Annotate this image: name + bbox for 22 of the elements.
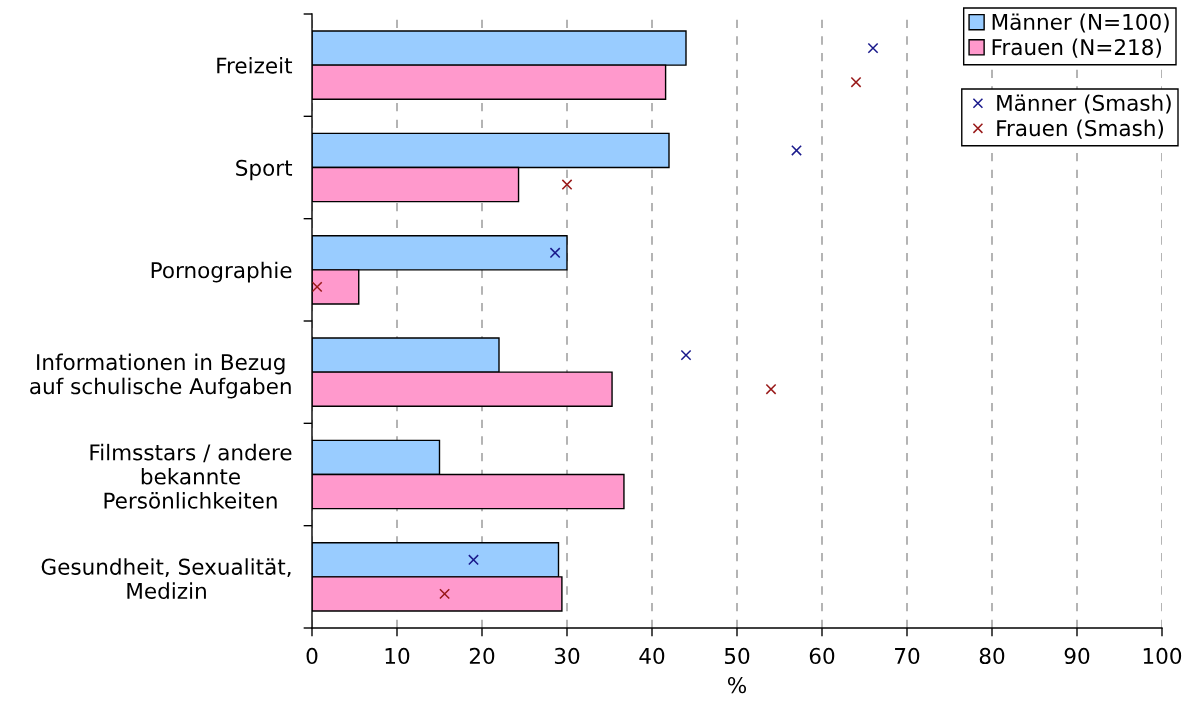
x-tick-label: 100 <box>1143 647 1182 665</box>
y-tick-label: Informationen in Bezug auf schulische Aufgaben <box>30 353 291 399</box>
y-tick-label: Freizeit <box>217 56 293 74</box>
x-tick-label: 20 <box>469 647 495 665</box>
y-tick-label: Filmsstars / andere bekannte Persönlichkeiten <box>90 443 292 509</box>
x-tick-label: 90 <box>1064 647 1090 665</box>
x-tick-label: 80 <box>979 647 1005 665</box>
legend-label: Männer (Smash) <box>997 94 1171 114</box>
y-tick-label: Gesundheit, Sexualität, Medizin <box>41 558 291 600</box>
legend-label: Männer (N=100) <box>992 13 1169 33</box>
y-tick-label: Pornographie <box>151 261 292 283</box>
x-tick-label: 70 <box>895 647 920 665</box>
y-tick-label: Sport <box>236 159 293 181</box>
legend-label: Frauen (N=218) <box>992 38 1162 58</box>
x-tick-label: 30 <box>554 647 580 665</box>
x-tick-label: 10 <box>385 647 410 665</box>
x-axis-title: % <box>727 676 747 694</box>
x-tick-label: 60 <box>809 647 835 665</box>
x-tick-label: 40 <box>639 647 665 665</box>
legend-label: Frauen (Smash) <box>997 119 1164 139</box>
x-tick-label: 0 <box>306 647 318 665</box>
x-tick-label: 50 <box>724 647 750 665</box>
